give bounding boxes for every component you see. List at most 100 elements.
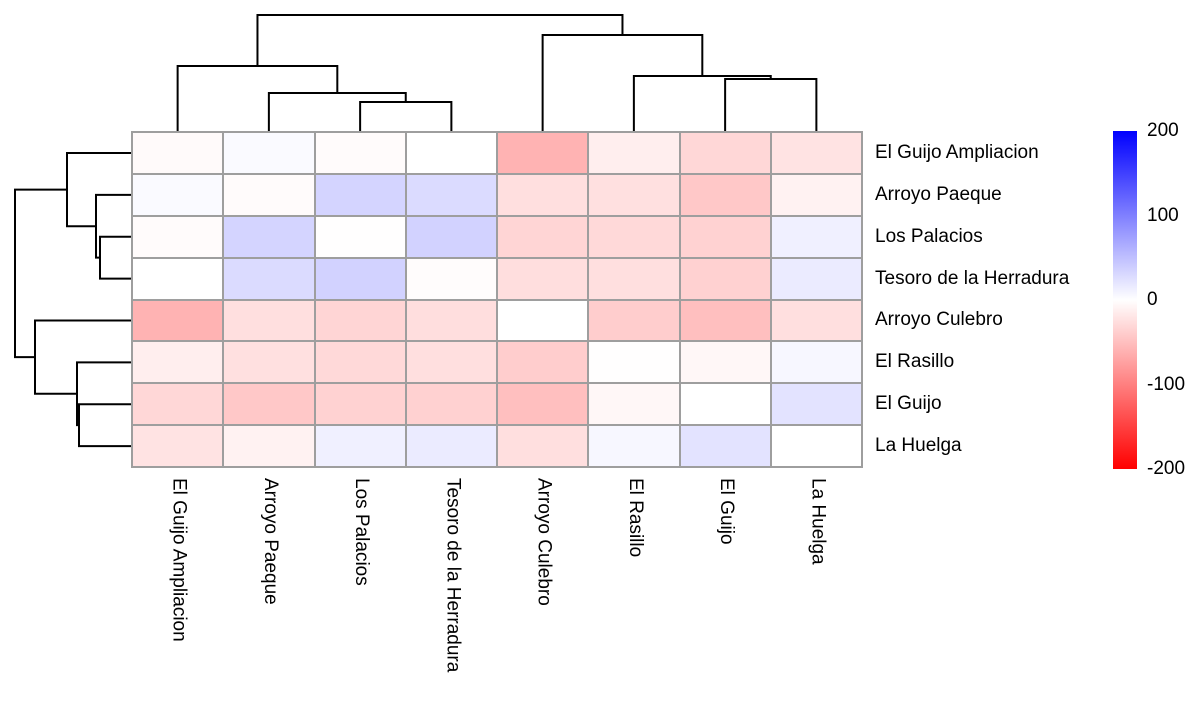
heatmap-cell bbox=[406, 384, 496, 425]
dendrogram-link bbox=[95, 193, 131, 259]
heatmap-cell bbox=[133, 300, 223, 341]
colorbar-tick-label: 200 bbox=[1147, 120, 1179, 141]
heatmap-grid bbox=[131, 131, 863, 468]
dendrogram-link bbox=[724, 78, 818, 131]
heatmap-cell bbox=[133, 216, 223, 257]
heatmap-cell bbox=[406, 300, 496, 341]
heatmap-cell bbox=[498, 133, 588, 173]
dendrogram-link bbox=[78, 403, 131, 448]
row-label: La Huelga bbox=[875, 435, 962, 457]
heatmap-cell bbox=[315, 174, 405, 215]
heatmap-cell bbox=[589, 174, 679, 215]
heatmap-cell bbox=[133, 133, 223, 173]
heatmap-cell bbox=[315, 426, 405, 466]
heatmap-cell bbox=[680, 300, 770, 341]
heatmap-cell bbox=[680, 133, 770, 173]
column-dendrogram bbox=[176, 14, 818, 131]
heatmap-cell bbox=[315, 300, 405, 341]
heatmap-cell bbox=[680, 216, 770, 257]
heatmap-cell bbox=[498, 342, 588, 383]
heatmap-cell bbox=[224, 342, 314, 383]
column-label: El Guijo Ampliacion bbox=[168, 478, 190, 642]
heatmap-cell bbox=[133, 174, 223, 215]
heatmap-cell bbox=[680, 384, 770, 425]
row-label: Los Palacios bbox=[875, 225, 983, 247]
column-label: La Huelga bbox=[807, 478, 829, 565]
heatmap-cell bbox=[498, 174, 588, 215]
heatmap-cell bbox=[771, 174, 861, 215]
heatmap-cell bbox=[133, 342, 223, 383]
heatmap-cell bbox=[498, 300, 588, 341]
heatmap-cell bbox=[771, 133, 861, 173]
row-label: El Guijo bbox=[875, 393, 942, 415]
heatmap-cell bbox=[589, 133, 679, 173]
heatmap-cell bbox=[224, 216, 314, 257]
heatmap-cell bbox=[589, 216, 679, 257]
colorbar-tick-label: -100 bbox=[1147, 373, 1186, 395]
heatmap-cell bbox=[771, 384, 861, 425]
heatmap-cell bbox=[224, 258, 314, 299]
heatmap-cell bbox=[771, 258, 861, 299]
heatmap-cell bbox=[224, 300, 314, 341]
heatmap-cell bbox=[315, 216, 405, 257]
heatmap-cell bbox=[498, 426, 588, 466]
heatmap-cell bbox=[680, 174, 770, 215]
heatmap-cell bbox=[589, 426, 679, 466]
heatmap-cell bbox=[589, 384, 679, 425]
heatmap-cell bbox=[133, 258, 223, 299]
row-label: Arroyo Culebro bbox=[875, 309, 1003, 331]
row-label: El Rasillo bbox=[875, 351, 955, 373]
heatmap-cell bbox=[224, 384, 314, 425]
heatmap-cell bbox=[315, 133, 405, 173]
heatmap-cell bbox=[315, 342, 405, 383]
heatmap-cell bbox=[133, 426, 223, 466]
heatmap-cell bbox=[771, 300, 861, 341]
heatmap-cell bbox=[589, 258, 679, 299]
dendrogram-link bbox=[99, 235, 131, 280]
heatmap-cell bbox=[406, 342, 496, 383]
colorbar-tick-label: 0 bbox=[1147, 289, 1158, 310]
column-label: Arroyo Culebro bbox=[533, 478, 555, 606]
heatmap-cell bbox=[680, 342, 770, 383]
column-label: Los Palacios bbox=[351, 478, 373, 586]
heatmap-cell bbox=[315, 258, 405, 299]
dendrogram-link bbox=[267, 92, 407, 131]
dendrogram-link bbox=[176, 65, 339, 131]
row-label: Arroyo Paeque bbox=[875, 183, 1002, 205]
dendrogram-link bbox=[541, 34, 704, 131]
column-label: El Guijo bbox=[716, 478, 738, 545]
dendrogram-link bbox=[14, 188, 67, 359]
row-label: Tesoro de la Herradura bbox=[875, 267, 1070, 289]
heatmap-cell bbox=[589, 342, 679, 383]
heatmap-cell bbox=[498, 216, 588, 257]
heatmap-cell bbox=[771, 342, 861, 383]
heatmap-cell bbox=[224, 174, 314, 215]
heatmap-cell bbox=[406, 133, 496, 173]
heatmap-cell bbox=[224, 133, 314, 173]
heatmap-cell bbox=[133, 384, 223, 425]
dendrogram-link bbox=[76, 361, 131, 427]
heatmap-cell bbox=[315, 384, 405, 425]
row-label: El Guijo Ampliacion bbox=[875, 141, 1039, 163]
heatmap-cell bbox=[406, 216, 496, 257]
heatmap-cell bbox=[498, 384, 588, 425]
heatmap-cell bbox=[406, 258, 496, 299]
colorbar-tick-label: 100 bbox=[1147, 204, 1179, 226]
heatmap-cell bbox=[406, 426, 496, 466]
heatmap-cell bbox=[589, 300, 679, 341]
dendrogram-link bbox=[632, 75, 772, 131]
heatmap-cell bbox=[498, 258, 588, 299]
column-label: Arroyo Paeque bbox=[259, 478, 281, 605]
dendrogram-link bbox=[256, 14, 624, 66]
dendrogram-link bbox=[34, 319, 131, 395]
heatmap-cell bbox=[680, 426, 770, 466]
dendrogram-link bbox=[66, 151, 131, 228]
heatmap-cell bbox=[680, 258, 770, 299]
colorbar-tick-label: -200 bbox=[1147, 458, 1186, 479]
colorbar-gradient bbox=[1113, 131, 1137, 469]
column-label: Tesoro de la Herradura bbox=[442, 478, 464, 673]
column-label: El Rasillo bbox=[624, 478, 646, 558]
heatmap-cell bbox=[406, 174, 496, 215]
